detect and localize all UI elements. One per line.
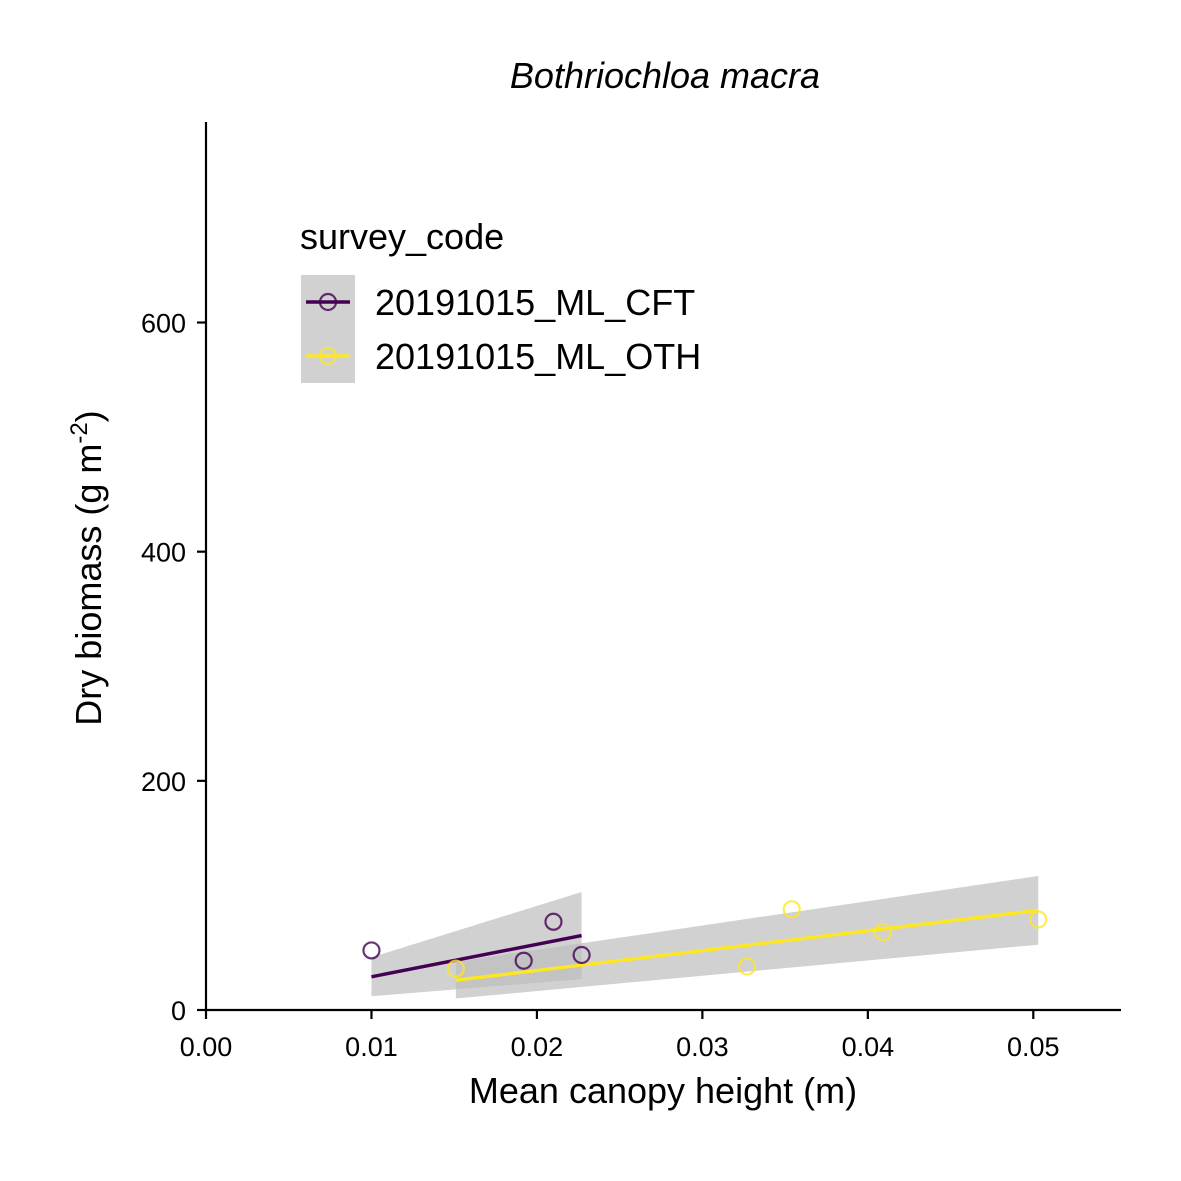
y-axis-title-close: ) bbox=[68, 410, 109, 422]
legend-key-marker bbox=[318, 292, 338, 312]
points bbox=[362, 900, 1048, 978]
x-tick-label: 0.00 bbox=[180, 1032, 233, 1062]
ribbons bbox=[371, 875, 1039, 999]
x-tick-label: 0.03 bbox=[676, 1032, 729, 1062]
data-point-1-3 bbox=[544, 912, 563, 931]
x-tick-label: 0.01 bbox=[345, 1032, 398, 1062]
y-tick-label: 400 bbox=[141, 538, 186, 568]
confidence-ribbon-2 bbox=[455, 875, 1039, 999]
data-point-2-2 bbox=[737, 957, 757, 976]
x-tick-label: 0.05 bbox=[1007, 1032, 1060, 1062]
legend-label: 20191015_ML_OTH bbox=[375, 336, 701, 377]
x-tick-label: 0.04 bbox=[842, 1032, 895, 1062]
x-ticks: 0.00 0.01 0.02 0.03 0.04 0.05 bbox=[180, 1010, 1060, 1062]
chart-title: Bothriochloa macra bbox=[510, 55, 820, 96]
legend-items: 20191015_ML_CFT 20191015_ML_OTH bbox=[301, 275, 701, 383]
data-point-1-2 bbox=[514, 951, 533, 970]
data-point-2-5 bbox=[1029, 910, 1048, 929]
y-axis-title: Dry biomass (g m-2) bbox=[66, 410, 109, 725]
data-point-2-4 bbox=[873, 922, 892, 942]
data-point-1-1 bbox=[362, 941, 381, 960]
fit-line-2 bbox=[455, 908, 1039, 982]
data-point-1-4 bbox=[572, 945, 591, 965]
y-tick-label: 600 bbox=[141, 309, 186, 339]
x-tick-label: 0.02 bbox=[511, 1032, 564, 1062]
legend-label: 20191015_ML_CFT bbox=[375, 282, 695, 323]
legend: survey_code 20191015_ML_CFT 20191015_ML_O… bbox=[300, 216, 701, 383]
fit-line-1 bbox=[371, 933, 582, 979]
chart-title-group: Bothriochloa macra bbox=[510, 55, 820, 96]
fit-lines bbox=[371, 908, 1039, 982]
data-point-2-1 bbox=[446, 959, 465, 978]
y-tick-label: 200 bbox=[141, 767, 186, 797]
data-point-2-3 bbox=[782, 900, 801, 919]
y-tick-label: 0 bbox=[171, 996, 186, 1026]
legend-title: survey_code bbox=[300, 216, 504, 257]
y-axis-title-sup: -2 bbox=[66, 422, 93, 443]
y-axis-title-main: Dry biomass (g m bbox=[68, 444, 109, 726]
y-ticks: 0 200 400 600 bbox=[141, 309, 206, 1026]
axes bbox=[204, 122, 1121, 1012]
x-axis-title: Mean canopy height (m) bbox=[469, 1070, 857, 1111]
legend-key-marker bbox=[318, 346, 338, 366]
